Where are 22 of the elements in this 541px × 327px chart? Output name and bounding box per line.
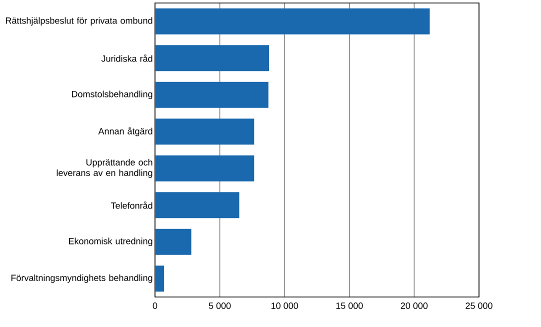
x-tick-label: 25 000	[466, 302, 492, 309]
x-tick-label: 10 000	[272, 302, 298, 309]
y-tick-label: Annan åtgärd	[98, 127, 152, 136]
bar	[155, 155, 254, 182]
x-tick-label: 15 000	[336, 302, 363, 309]
x-tick-label: 20 000	[400, 302, 428, 309]
bar	[155, 118, 254, 145]
y-tick-label: Förvaltningsmyndighets behandling	[11, 274, 152, 283]
x-tick-label: 5 000	[208, 302, 231, 309]
bar	[155, 82, 268, 108]
bar	[155, 45, 270, 72]
y-tick-label: Ekonomisk utredning	[68, 238, 152, 246]
y-tick-label: Juridiska råd	[101, 54, 152, 62]
bar	[155, 8, 430, 34]
y-tick-label: Domstolsbehandling	[72, 90, 152, 100]
bar	[155, 192, 240, 218]
x-tick-label: 0	[152, 302, 158, 309]
y-tick-label: Upprättande och leverans av en handling	[56, 158, 152, 178]
bar	[155, 228, 192, 255]
y-tick-label: Rättshjälpsbeslut för privata ombund	[6, 17, 152, 26]
y-tick-label: Telefonråd	[110, 201, 152, 209]
bar	[155, 266, 164, 292]
